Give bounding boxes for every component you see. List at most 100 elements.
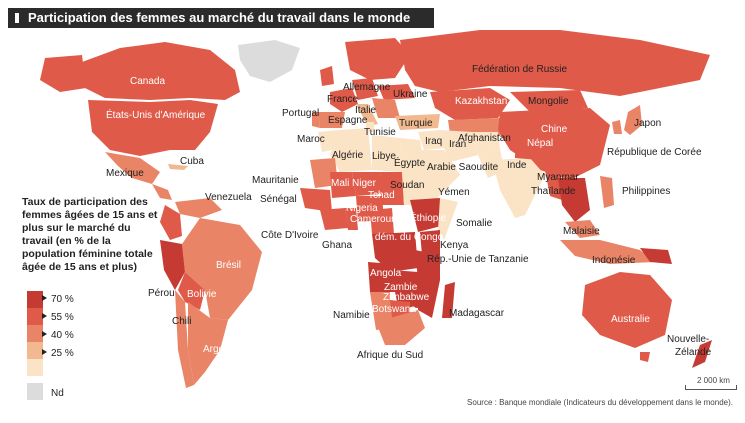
region-usa	[88, 100, 218, 156]
label-namibie: Namibie	[333, 310, 370, 321]
label-usa: États-Unis d'Amérique	[106, 108, 206, 121]
label-nigeria: Nigeria	[346, 203, 378, 214]
legend-tick-25	[42, 349, 47, 355]
legend-label-70: 70 %	[51, 294, 74, 305]
region-kazakhstan	[430, 88, 510, 120]
region-libye	[372, 135, 402, 172]
label-myanmar: Myanmar	[537, 172, 579, 183]
region-allemagne	[352, 78, 378, 100]
region-mali	[330, 172, 356, 198]
label-niger: Niger	[352, 178, 377, 189]
region-cuba	[168, 164, 188, 170]
region-tasmanie	[640, 352, 650, 362]
region-europe-nord	[345, 38, 410, 80]
region-italie	[356, 104, 378, 126]
region-madagascar	[442, 282, 455, 318]
region-coree	[612, 120, 622, 134]
region-kenya	[420, 230, 440, 255]
region-bolivie	[178, 272, 205, 310]
label-bolivie: Bolivie	[187, 289, 217, 300]
label-chili: Chili	[172, 316, 191, 327]
label-ghana: Ghana	[322, 240, 352, 251]
label-nepal: Népal	[527, 138, 553, 149]
region-ethiopie	[410, 198, 445, 232]
region-japon	[624, 105, 642, 135]
region-senegal	[300, 188, 332, 212]
label-cuba: Cuba	[180, 156, 204, 167]
label-turquie: Turquie	[399, 118, 433, 129]
label-somalie: Somalie	[456, 218, 493, 229]
region-tanzanie	[415, 250, 440, 280]
region-mexique	[105, 152, 160, 184]
label-russie: Fédération de Russie	[472, 64, 567, 75]
region-nepal	[515, 150, 540, 160]
label-tchad: Tchad	[368, 190, 395, 201]
region-zambie	[392, 270, 420, 292]
map-title: Participation des femmes au marché du tr…	[8, 8, 434, 45]
label-nz: Nouvelle-	[667, 334, 709, 345]
label-maroc: Maroc	[297, 134, 325, 145]
region-portugal	[312, 112, 320, 128]
label-tunisie: Tunisie	[364, 127, 396, 138]
legend-label-nd: Nd	[51, 388, 64, 399]
region-mongolie	[510, 90, 588, 112]
label-yemen: Yémen	[438, 187, 470, 198]
label-afrique-sud: Afrique du Sud	[357, 350, 423, 361]
region-egypte	[400, 138, 425, 172]
region-philippines	[600, 176, 614, 208]
region-algerie	[330, 128, 372, 172]
scale-bar-label: 2 000 km	[697, 376, 730, 385]
region-canada	[82, 42, 240, 100]
region-perou	[160, 240, 185, 290]
region-turquie	[395, 114, 440, 130]
label-zimbabwe: Zimbabwe	[383, 292, 430, 303]
label-inde: Inde	[507, 160, 527, 171]
label-tanzanie: Rép.-Unie de Tanzanie	[427, 254, 529, 265]
label-zambie: Zambie	[384, 282, 418, 293]
label-italie: Italie	[355, 105, 377, 116]
title-text: Participation des femmes au marché du tr…	[28, 10, 411, 45]
label-rdc: Rép. dém. du Congo	[351, 232, 444, 243]
region-ghana	[345, 208, 358, 230]
region-irak	[418, 130, 444, 150]
label-botswana: Botswana	[372, 304, 416, 315]
label-canada: Canada	[130, 76, 165, 87]
label-allemagne: Allemagne	[343, 82, 391, 93]
region-iran	[440, 130, 478, 162]
region-png	[640, 248, 672, 264]
region-soudan	[402, 172, 432, 205]
title-marker	[15, 13, 19, 23]
label-portugal: Portugal	[282, 108, 319, 119]
legend-label-40: 40 %	[51, 330, 74, 341]
region-afrique-sud	[376, 310, 425, 345]
region-somalie	[438, 198, 458, 240]
legend-heading: Taux de participation des femmes âgées d…	[22, 196, 158, 273]
legend-swatch-25-40	[27, 342, 43, 359]
region-chine	[498, 108, 610, 180]
region-centre-amerique	[152, 184, 172, 200]
label-soudan: Soudan	[390, 180, 424, 191]
label-irak: Iraq	[425, 136, 442, 147]
legend-swatch-55-70	[27, 308, 43, 325]
region-cote-ivoire	[320, 208, 348, 230]
label-nz-2: Zélande	[675, 347, 712, 358]
label-argentine: Argentine	[203, 344, 246, 355]
legend-swatch-under25	[27, 359, 43, 376]
legend-tick-55	[42, 313, 47, 319]
label-algerie: Algérie	[332, 150, 364, 161]
label-france: France	[327, 94, 359, 105]
region-mozambique	[418, 280, 440, 318]
label-mauritanie: Mauritanie	[252, 175, 299, 186]
label-chine: Chine	[541, 124, 568, 135]
region-niger	[352, 172, 382, 196]
region-alaska	[40, 55, 86, 92]
label-ethiopie: Éthiopie	[410, 211, 447, 224]
label-egypte: Égypte	[394, 156, 426, 169]
region-greenland	[238, 40, 300, 82]
region-tchad	[380, 172, 404, 205]
region-myanmar	[545, 170, 562, 200]
legend-swatch-nd	[27, 383, 43, 400]
label-malaisie: Malaisie	[563, 226, 600, 237]
label-mongolie: Mongolie	[528, 96, 569, 107]
